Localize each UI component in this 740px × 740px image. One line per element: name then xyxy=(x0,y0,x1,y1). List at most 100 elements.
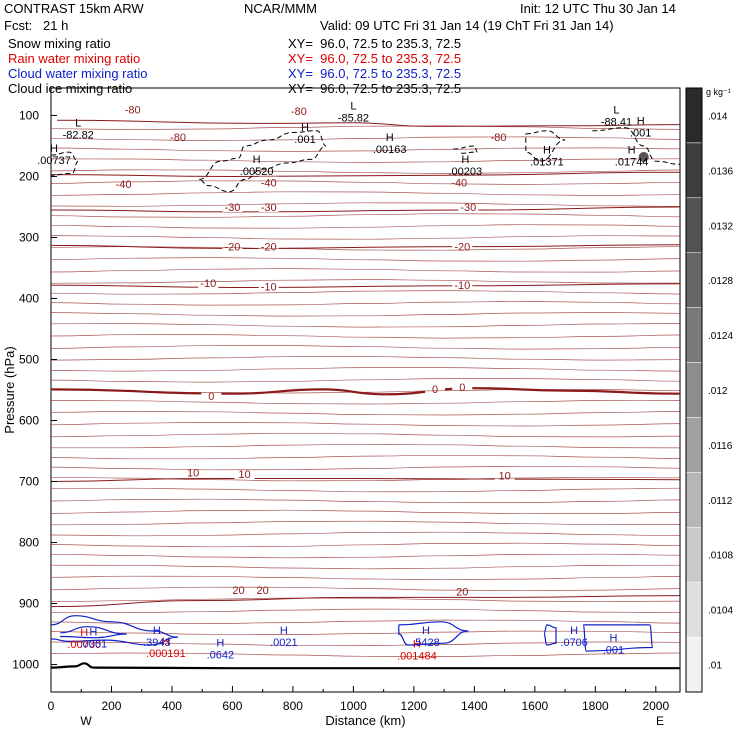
isotherm-minor xyxy=(50,213,681,218)
isotherm-minor xyxy=(50,411,681,416)
isotherm-minor xyxy=(50,520,681,526)
isotherm-label: -30 xyxy=(460,202,476,214)
colorbar-segment xyxy=(685,252,703,308)
extremum-marker: H xyxy=(422,625,430,637)
isotherm-minor xyxy=(50,323,681,328)
isotherm-minor xyxy=(50,367,681,372)
y-tick-label: 1000 xyxy=(12,658,39,672)
west-label: W xyxy=(80,714,92,728)
colorbar-segment xyxy=(685,417,703,473)
y-axis-title: Pressure (hPa) xyxy=(2,346,17,433)
extremum-marker: L xyxy=(350,100,356,112)
isotherm-minor xyxy=(50,158,681,163)
colorbar-tick-label: .01 xyxy=(708,661,722,672)
x-tick-label: 2000 xyxy=(642,699,669,713)
extremum-value: .0021 xyxy=(270,637,298,649)
y-tick-label: 600 xyxy=(19,414,39,428)
isotherm-minor xyxy=(50,608,681,614)
extremum-marker: H xyxy=(89,626,97,638)
isotherm-label-bg xyxy=(258,280,279,292)
isotherm-minor xyxy=(50,564,681,570)
extremum-marker: H xyxy=(301,122,309,134)
isotherm-minus10 xyxy=(50,283,681,289)
extremum-value: .000191 xyxy=(146,648,186,660)
y-tick-label: 500 xyxy=(19,352,39,366)
extremum-value: .001 xyxy=(630,128,651,140)
colorbar-segment xyxy=(685,362,703,418)
extremum-marker: H xyxy=(570,625,578,637)
colorbar-tick-label: .0116 xyxy=(708,441,733,452)
init-time: Init: 12 UTC Thu 30 Jan 14 xyxy=(520,1,676,16)
extremum-value: .00737 xyxy=(37,155,71,167)
isotherm-minus40 xyxy=(50,171,681,178)
isotherm-label: -40 xyxy=(116,179,132,191)
isotherm-label-bg xyxy=(168,130,189,142)
isotherm-label: 0 xyxy=(459,382,465,394)
isotherm-minus30 xyxy=(50,206,681,213)
extremum-value: .001 xyxy=(294,134,315,146)
isotherm-minor xyxy=(50,586,681,592)
extremum-marker: H xyxy=(280,625,288,637)
colorbar-segment xyxy=(685,307,703,363)
isotherm-minor xyxy=(50,301,681,306)
x-tick-label: 200 xyxy=(101,699,121,713)
isotherm-label-bg xyxy=(228,584,249,596)
extremum-value: .0642 xyxy=(207,649,235,661)
field-xy-snow: XY= 96.0, 72.5 to 235.3, 72.5 xyxy=(288,36,462,51)
isotherm-minor xyxy=(50,191,681,196)
surface-line xyxy=(50,662,680,670)
isotherm-label: 10 xyxy=(498,470,510,482)
cloud-water-contour xyxy=(398,621,469,646)
y-tick-label: 700 xyxy=(19,475,39,489)
isotherm-minor xyxy=(50,202,681,207)
extremum-marker: H xyxy=(80,627,88,639)
x-tick-label: 1800 xyxy=(582,699,609,713)
isotherm-minor xyxy=(50,597,681,603)
isotherm-minor xyxy=(50,147,681,152)
colorbar-tick-label: .0124 xyxy=(708,331,733,342)
isotherm-label-bg xyxy=(113,177,134,189)
colorbar-tick-label: .0108 xyxy=(708,551,733,562)
isotherm-label-bg xyxy=(222,200,243,212)
extremum-value: -88.41 xyxy=(601,117,632,129)
isotherm-label-bg xyxy=(452,240,473,252)
isotherm-minor xyxy=(50,279,681,284)
isotherm-label-bg xyxy=(425,382,446,394)
cloud-ice-contour xyxy=(592,127,681,165)
extremum-marker: H xyxy=(153,625,161,637)
extremum-value: .001 xyxy=(603,644,624,656)
isotherm-minor xyxy=(50,290,681,295)
isotherm-label-bg xyxy=(488,130,509,142)
isotherm-minor xyxy=(50,476,681,482)
colorbar-tick-label: .0112 xyxy=(708,496,733,507)
colorbar-tick-label: .012 xyxy=(708,386,728,397)
isotherm-20 xyxy=(50,595,681,608)
isotherm-label-bg xyxy=(494,469,515,481)
cloud-water-contour xyxy=(50,615,179,646)
isotherm-label-bg xyxy=(449,176,470,188)
isotherm-minor xyxy=(50,465,681,471)
field-name-cloud-water: Cloud water mixing ratio xyxy=(8,66,148,81)
extremum-marker: H xyxy=(162,636,170,648)
isotherm-label: 20 xyxy=(232,585,244,597)
forecast-hour: Fcst: 21 h xyxy=(4,18,69,33)
colorbar-segment xyxy=(685,472,703,528)
extremum-value: .00203 xyxy=(448,166,482,178)
isotherm-label: -80 xyxy=(125,104,141,116)
isotherm-minor xyxy=(50,246,681,251)
cloud-ice-contour xyxy=(50,151,79,176)
extremum-marker: L xyxy=(75,118,81,130)
center-name: NCAR/MMM xyxy=(244,1,317,16)
extremum-marker: H xyxy=(628,144,636,156)
isotherm-minor xyxy=(50,630,681,635)
isotherm-label: 10 xyxy=(187,467,199,479)
y-tick-label: 400 xyxy=(19,291,39,305)
extremum-marker: H xyxy=(543,144,551,156)
extremum-marker: H xyxy=(50,143,58,155)
isotherm-label-bg xyxy=(452,585,473,597)
isotherm-minor xyxy=(50,169,681,174)
isotherm-minor xyxy=(50,334,681,339)
isotherm-label-bg xyxy=(452,380,473,392)
field-name-snow: Snow mixing ratio xyxy=(8,36,111,51)
